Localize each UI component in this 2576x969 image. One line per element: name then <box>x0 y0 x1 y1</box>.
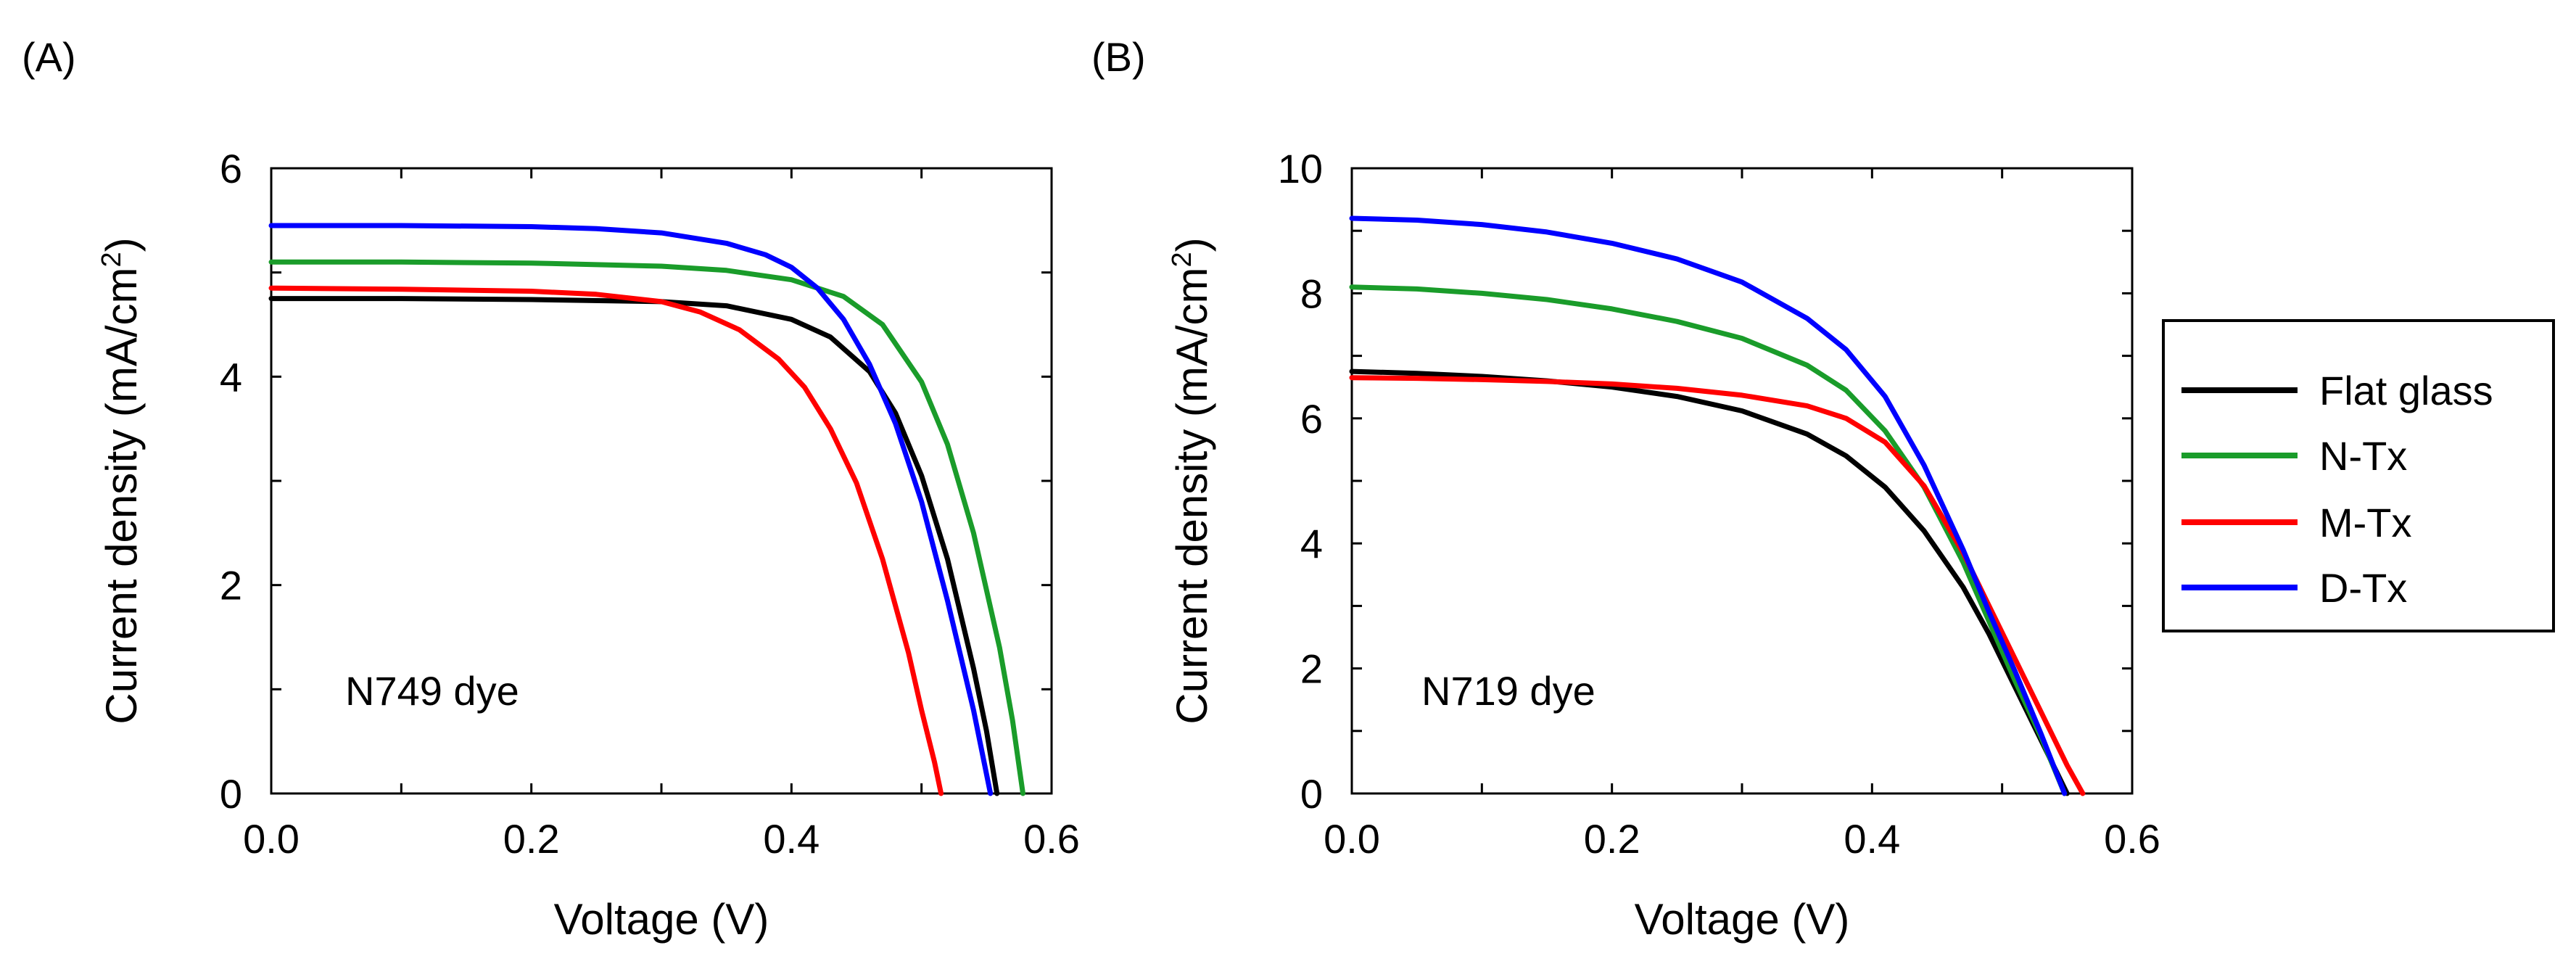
panel-a-y-axis-title: Current density (mA/cm2) <box>96 237 146 724</box>
panel-b-dye-annotation: N719 dye <box>1421 668 1595 714</box>
panel-b-y-title-close: ) <box>1168 237 1216 252</box>
panel-a-series-n-tx <box>268 259 1025 796</box>
legend-box <box>2162 319 2555 632</box>
panel-b-ytick-label: 4 <box>1300 521 1323 566</box>
panel-b-y-title-sup: 2 <box>1167 252 1197 267</box>
panel-a-xtick-label: 0.2 <box>503 816 560 862</box>
panel-a-ytick-label: 0 <box>220 771 242 817</box>
panel-b-ytick-label: 6 <box>1300 396 1323 442</box>
panel-b-x-axis-title: Voltage (V) <box>1635 895 1850 944</box>
legend-label-flat-glass: Flat glass <box>2319 368 2493 413</box>
panel-a-x-axis-title: Voltage (V) <box>554 895 769 944</box>
panel-a-dye-annotation: N749 dye <box>345 668 519 714</box>
panel-b-series-flat-glass <box>1349 368 2070 796</box>
panel-b-y-title-main: Current density (mA/cm <box>1168 267 1216 724</box>
panel-a-ticks: 0.0 0.2 0.4 0.6 0 2 4 6 <box>220 146 1080 862</box>
panel-b-series-d-tx <box>1349 215 2068 796</box>
panel-a-y-title-sup: 2 <box>96 252 127 267</box>
panel-b-ticks: 0.0 0.2 0.4 0.6 0 2 4 6 8 10 <box>1278 146 2160 862</box>
panel-b-series <box>1349 215 2086 796</box>
panel-b-series-n-tx <box>1349 284 2068 796</box>
panel-a-xtick-label: 0.4 <box>763 816 820 862</box>
panel-b-label: (B) <box>1091 34 1146 80</box>
panel-a-y-title-close: ) <box>97 237 146 252</box>
panel-a-series <box>268 223 1025 796</box>
panel-a-ytick-label: 4 <box>220 354 242 400</box>
panel-b: (B) 0.0 0.2 0.4 0.6 0 2 4 6 8 10 N719 dye Voltage… <box>1091 34 2160 944</box>
panel-a-series-m-tx <box>268 285 944 796</box>
panel-a-ytick-label: 2 <box>220 563 242 609</box>
panel-a: (A) 0.0 0.2 0.4 0.6 0 2 4 6 N749 dye Voltage (V… <box>22 34 1080 944</box>
panel-a-label: (A) <box>22 34 76 80</box>
panel-b-series-m-tx <box>1349 375 2086 796</box>
legend-label-n-tx: N-Tx <box>2319 433 2407 479</box>
panel-a-series-flat-glass <box>268 296 1000 796</box>
panel-a-xtick-label: 0.0 <box>243 816 300 862</box>
panel-b-xtick-label: 0.6 <box>2104 816 2160 862</box>
panel-a-ytick-label: 6 <box>220 146 242 191</box>
panel-a-xtick-label: 0.6 <box>1023 816 1080 862</box>
panel-b-xtick-label: 0.0 <box>1324 816 1380 862</box>
legend-label-d-tx: D-Tx <box>2319 565 2407 611</box>
panel-a-series-d-tx <box>268 223 994 796</box>
panel-b-ytick-label: 2 <box>1300 646 1323 692</box>
panel-b-xtick-label: 0.4 <box>1844 816 1900 862</box>
panel-b-ytick-label: 10 <box>1278 146 1323 191</box>
panel-a-y-title-main: Current density (mA/cm <box>97 267 146 724</box>
panel-b-xtick-label: 0.2 <box>1584 816 1640 862</box>
legend-label-m-tx: M-Tx <box>2319 500 2412 545</box>
panel-b-ytick-label: 0 <box>1300 771 1323 817</box>
legend: Flat glass N-Tx M-Tx D-Tx <box>2162 319 2555 632</box>
panel-b-ytick-label: 8 <box>1300 271 1323 316</box>
panel-b-y-axis-title: Current density (mA/cm2) <box>1167 237 1216 724</box>
